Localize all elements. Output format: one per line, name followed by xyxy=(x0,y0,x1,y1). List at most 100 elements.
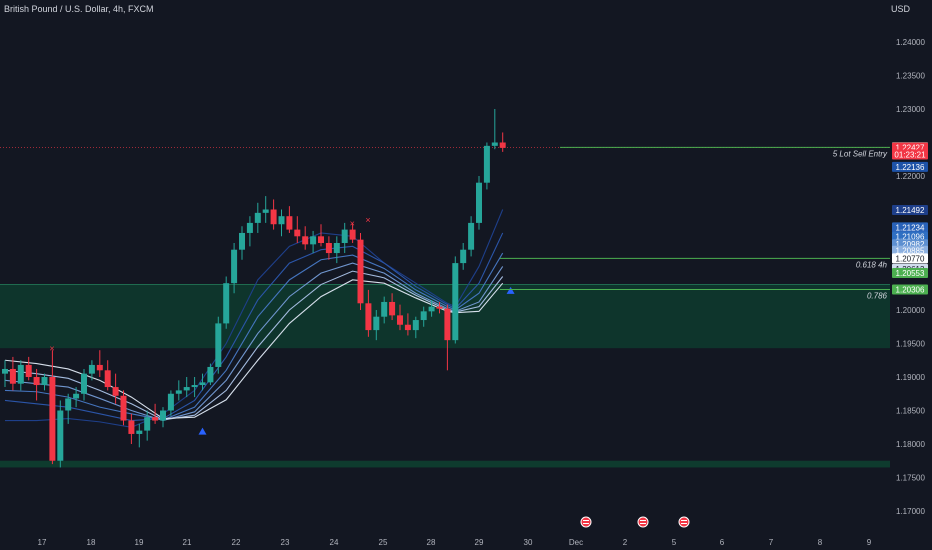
candle-body xyxy=(397,315,403,325)
price-badge-text: 1.22427 xyxy=(896,143,925,152)
level-label: 5 Lot Sell Entry xyxy=(833,149,888,158)
candle-body xyxy=(33,377,40,386)
candle-body xyxy=(357,239,364,304)
candle-body xyxy=(183,387,190,391)
candle-body xyxy=(286,216,293,230)
x-tick-label: 29 xyxy=(475,538,484,547)
price-badge: 1.21096 xyxy=(892,231,928,242)
candle-body xyxy=(491,142,498,146)
candle-body xyxy=(215,323,222,367)
candle xyxy=(88,360,95,381)
candle xyxy=(483,142,490,190)
candle xyxy=(144,410,151,441)
candle-body xyxy=(373,316,380,331)
candle xyxy=(231,243,238,294)
candle-body xyxy=(223,283,230,324)
price-badge: 1.22136 xyxy=(892,161,928,172)
price-badge: 1.20306 xyxy=(892,284,928,295)
price-badge-text: 1.20553 xyxy=(896,269,925,278)
price-badge-bg xyxy=(892,267,928,278)
us-event-flag-icon[interactable] xyxy=(580,516,592,528)
y-tick-label: 1.19500 xyxy=(896,340,925,349)
candle xyxy=(25,356,32,381)
candle-body xyxy=(73,393,80,399)
candle xyxy=(310,230,317,254)
level-label: 0.618 4h xyxy=(856,260,888,269)
buy-signal-marker xyxy=(198,427,207,435)
candle xyxy=(420,306,427,327)
candle xyxy=(2,360,8,388)
candle-body xyxy=(57,410,64,461)
x-tick-label: 9 xyxy=(867,538,872,547)
candle xyxy=(33,368,40,401)
candle xyxy=(215,316,222,374)
candle xyxy=(389,293,396,321)
x-tick-label: Dec xyxy=(569,538,583,547)
candle xyxy=(460,243,467,270)
candle-body xyxy=(254,212,261,223)
price-badge: 1.20770 xyxy=(892,253,928,264)
candle-body xyxy=(175,390,182,394)
candle-body xyxy=(294,229,301,237)
candle xyxy=(9,356,16,391)
price-badge-bg xyxy=(892,231,928,242)
x-tick-label: 19 xyxy=(135,538,144,547)
candle-body xyxy=(278,216,285,225)
y-tick-label: 1.17500 xyxy=(896,474,925,483)
price-badge-bg xyxy=(892,222,928,233)
candle-body xyxy=(25,364,32,377)
candle-body xyxy=(191,385,198,388)
candle-body xyxy=(9,368,16,384)
us-event-flag-icon[interactable] xyxy=(678,516,690,528)
candle xyxy=(428,299,435,317)
candle xyxy=(325,236,332,260)
candle-body xyxy=(325,243,332,254)
candle xyxy=(183,377,190,398)
x-tick-label: 5 xyxy=(672,538,677,547)
candle xyxy=(128,413,135,444)
price-badge-text: 1.20982 xyxy=(896,240,925,249)
candle xyxy=(104,360,111,391)
candle xyxy=(112,373,119,404)
candle-body xyxy=(152,417,159,421)
price-badge-text: 1.20885 xyxy=(896,247,925,256)
candle-body xyxy=(65,398,72,411)
candle xyxy=(17,360,24,391)
x-tick-label: 30 xyxy=(524,538,533,547)
sell-signal-marker: × xyxy=(350,218,355,228)
candle xyxy=(365,289,372,337)
candle-body xyxy=(199,382,206,386)
x-tick-label: 24 xyxy=(330,538,339,547)
candle xyxy=(444,304,451,371)
candle-body xyxy=(96,364,103,371)
candle xyxy=(341,222,348,254)
candle-body xyxy=(2,368,8,374)
candle-body xyxy=(444,308,451,341)
y-tick-label: 1.23500 xyxy=(896,72,925,81)
ema-ribbon-line-3 xyxy=(4,252,504,421)
price-badge-text: 1.21234 xyxy=(896,223,925,232)
candle-body xyxy=(104,370,111,388)
chart-title: British Pound / U.S. Dollar, 4h, FXCM xyxy=(4,4,154,14)
candle xyxy=(73,387,80,408)
y-tick-label: 1.23000 xyxy=(896,105,925,114)
x-tick-label: 6 xyxy=(720,538,725,547)
candle-body xyxy=(412,320,419,331)
us-event-flag-icon[interactable] xyxy=(637,516,649,528)
price-badge-text: 01:23:21 xyxy=(894,151,926,160)
price-badge: 01:23:21 xyxy=(892,149,928,160)
y-tick-label: 1.19000 xyxy=(896,373,925,382)
candle xyxy=(57,400,64,468)
candle-body xyxy=(420,311,427,321)
candle xyxy=(49,350,56,465)
candle-body xyxy=(112,387,119,396)
candle-body xyxy=(483,145,490,183)
sell-signal-marker: × xyxy=(49,344,54,354)
candle xyxy=(286,206,293,233)
candle xyxy=(270,199,277,230)
candle xyxy=(65,393,72,424)
candle xyxy=(81,368,87,401)
candle xyxy=(333,236,340,264)
price-badge-text: 1.21096 xyxy=(896,233,925,242)
